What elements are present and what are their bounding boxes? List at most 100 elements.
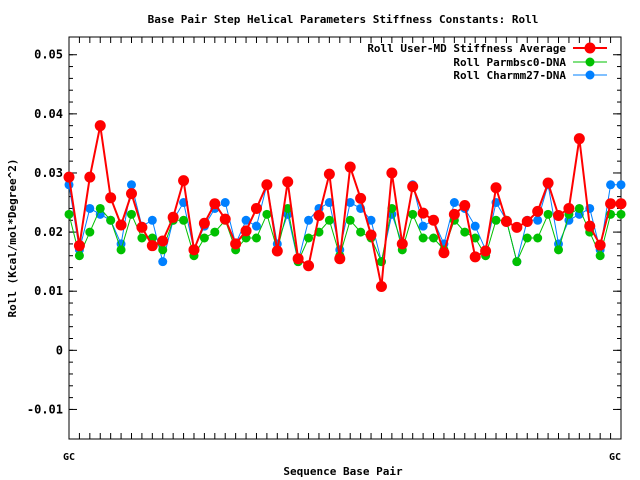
series-1-point xyxy=(375,280,387,292)
series-1-point xyxy=(84,171,96,183)
series-1-point xyxy=(188,244,200,256)
series-3-point xyxy=(418,221,428,231)
series-1-point xyxy=(365,229,377,241)
series-layer xyxy=(63,120,627,292)
series-2-point xyxy=(554,245,564,255)
series-2-point xyxy=(616,209,626,219)
series-3-point xyxy=(241,215,251,225)
series-3-point xyxy=(147,215,157,225)
series-1-point xyxy=(469,251,481,263)
series-2-point xyxy=(522,233,532,243)
chart-title: Base Pair Step Helical Parameters Stiffn… xyxy=(148,13,539,26)
series-2-point xyxy=(574,203,584,213)
x-axis: GC GC xyxy=(63,37,622,463)
series-1-point xyxy=(594,239,606,251)
series-1-point xyxy=(355,192,367,204)
legend-label-1: Roll User-MD Stiffness Average xyxy=(367,42,566,55)
series-1-point xyxy=(292,253,304,265)
series-1-point xyxy=(146,240,158,252)
series-1-point xyxy=(615,198,627,210)
series-3-point xyxy=(606,180,616,190)
series-3-point xyxy=(366,215,376,225)
y-axis: -0.01 0 0.01 0.02 0.03 0.04 0.05 xyxy=(27,48,621,416)
series-1-point xyxy=(230,238,242,250)
series-3-point xyxy=(158,257,168,267)
series-2-point xyxy=(199,233,209,243)
series-2-point xyxy=(262,209,272,219)
series-3-point xyxy=(533,215,543,225)
y-axis-label: Roll (Kcal/mol*Degree^2) xyxy=(6,159,19,318)
series-1-point xyxy=(563,202,575,214)
series-3-point xyxy=(85,203,95,213)
series-2-point xyxy=(533,233,543,243)
series-1-point xyxy=(250,202,262,214)
series-2-point xyxy=(470,233,480,243)
series-1-point xyxy=(125,188,137,200)
series-1-point xyxy=(219,213,231,225)
series-1-point xyxy=(480,245,492,257)
series-1-point xyxy=(323,168,335,180)
series-2-point xyxy=(304,233,314,243)
series-1-point xyxy=(511,221,523,233)
series-2-point xyxy=(126,209,136,219)
legend-swatch-marker-1 xyxy=(584,42,596,54)
series-1-point xyxy=(344,161,356,173)
series-2-point xyxy=(595,251,605,261)
series-3-point xyxy=(470,221,480,231)
series-1-point xyxy=(428,214,440,226)
series-1-point xyxy=(167,211,179,223)
series-1-point xyxy=(178,175,190,187)
series-2-point xyxy=(251,233,261,243)
series-1-point xyxy=(573,133,585,145)
series-1-point xyxy=(521,215,533,227)
series-2-point xyxy=(324,215,334,225)
legend-label-2: Roll Parmbsc0-DNA xyxy=(453,56,566,69)
series-2-point xyxy=(345,215,355,225)
legend-label-3: Roll Charmm27-DNA xyxy=(453,69,566,82)
y-tick-label: 0.01 xyxy=(34,284,63,298)
series-1-point xyxy=(115,219,127,231)
series-3-point xyxy=(449,198,459,208)
series-2-point xyxy=(418,233,428,243)
plot-frame xyxy=(68,36,622,440)
y-tick-label: 0.05 xyxy=(34,48,63,62)
y-tick-label: 0.03 xyxy=(34,166,63,180)
series-1-point xyxy=(198,217,210,229)
series-3-point xyxy=(616,180,626,190)
series-2-point xyxy=(137,233,147,243)
series-3-point xyxy=(251,221,261,231)
series-2-point xyxy=(179,215,189,225)
x-tick-label-last: GC xyxy=(609,452,621,463)
legend-swatch-marker-2 xyxy=(585,57,595,67)
series-1-point xyxy=(438,247,450,259)
series-1-point xyxy=(542,177,554,189)
series-1-point xyxy=(584,220,596,232)
series-3-point xyxy=(345,198,355,208)
series-1-point xyxy=(261,179,273,191)
series-2-point xyxy=(85,227,95,237)
series-1-point xyxy=(94,120,106,132)
series-1-point xyxy=(271,245,283,257)
series-3-point xyxy=(126,180,136,190)
series-1-point xyxy=(63,171,75,183)
series-2-point xyxy=(210,227,220,237)
x-axis-label: Sequence Base Pair xyxy=(283,465,403,478)
series-3-point xyxy=(220,198,230,208)
series-1-point xyxy=(448,208,460,220)
y-tick-label: -0.01 xyxy=(27,402,63,416)
series-1-point xyxy=(396,238,408,250)
y-tick-label: 0 xyxy=(56,343,63,357)
series-1-point xyxy=(532,205,544,217)
series-1-point xyxy=(500,215,512,227)
series-1-point xyxy=(157,235,169,247)
series-1-point xyxy=(209,198,221,210)
series-2-point xyxy=(95,203,105,213)
series-2-point xyxy=(543,209,553,219)
series-1-point xyxy=(136,221,148,233)
series-2-point xyxy=(106,215,116,225)
y-tick-label: 0.02 xyxy=(34,225,63,239)
series-2-point xyxy=(408,209,418,219)
series-2-point xyxy=(74,251,84,261)
y-tick-label: 0.04 xyxy=(34,107,63,121)
